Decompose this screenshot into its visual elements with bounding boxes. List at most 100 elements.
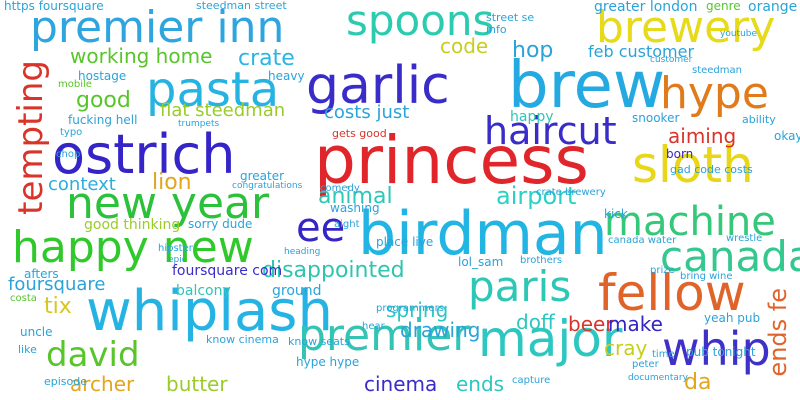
word-disappointed: disappointed <box>262 258 405 283</box>
word-doff: doff <box>516 310 555 334</box>
word-new-year: new year <box>66 178 270 229</box>
word-ends: ends <box>456 372 505 396</box>
word-hostage: hostage <box>78 69 127 83</box>
word-hipster: hipster <box>158 243 193 254</box>
word-haircut: haircut <box>484 109 617 153</box>
word-fellow: fellow <box>598 264 746 322</box>
word-wrestle: wrestle <box>726 233 763 244</box>
word-programmers: programmers <box>376 303 444 314</box>
word-ground: ground <box>272 283 322 299</box>
word-lion: lion <box>152 170 192 195</box>
word-steedman-street: steedman street <box>196 0 287 12</box>
word-whip: whip <box>662 322 771 376</box>
word-code: code <box>440 34 489 58</box>
word-documentary: documentary <box>628 373 688 383</box>
word-ends-fe: ends fe <box>764 288 792 377</box>
word-brew: brew <box>508 49 666 123</box>
word-machine: machine <box>604 199 776 245</box>
word-aiming: aiming <box>668 124 737 148</box>
word-spring: spring <box>386 298 449 322</box>
word-tix: tix <box>44 294 72 319</box>
word-pasta: pasta <box>146 62 280 118</box>
word-greater-london: greater london <box>594 0 698 15</box>
word-make: make <box>608 312 663 336</box>
word-aight: aight <box>334 219 360 230</box>
word-context: context <box>48 174 116 195</box>
word-garlic: garlic <box>306 56 450 116</box>
word-know-cinema: know cinema <box>206 333 279 346</box>
word-like: like <box>18 343 37 356</box>
word-capture: capture <box>512 375 551 386</box>
word-hype: hype <box>660 68 769 119</box>
word-born: born <box>666 147 694 161</box>
word-whiplash: whiplash <box>86 279 333 344</box>
word-bring-wine: bring wine <box>680 271 733 282</box>
word-trumpets: trumpets <box>178 119 220 129</box>
word-steedman: steedman <box>692 65 742 76</box>
word-animal: animal <box>318 184 393 209</box>
word-canada: canada <box>660 232 800 281</box>
word-congratulations: congratulations <box>232 181 303 191</box>
word-cinema: cinema <box>364 372 438 396</box>
word-epic: epic <box>168 255 187 265</box>
word-pub-tonight: pub tonight <box>686 345 756 359</box>
word-heading: heading <box>284 247 321 257</box>
word-butter: butter <box>166 372 228 396</box>
word-brothers: brothers <box>520 255 563 266</box>
word-sorry-dude: sorry dude <box>188 217 253 231</box>
word-hear: hear <box>362 321 385 332</box>
word-yeah-pub: yeah pub <box>704 311 761 325</box>
word-ostrich: ostrich <box>52 123 236 186</box>
word-balcony: balcony <box>176 283 231 299</box>
word-flat-steedman: flat steedman <box>160 100 286 121</box>
word-gets-good: gets good <box>332 127 387 140</box>
word-cray: cray <box>604 336 648 360</box>
word-good: good <box>76 88 131 113</box>
word-mobile: mobile <box>58 79 92 90</box>
word-foursquare-com: foursquare com <box>172 263 283 279</box>
word-ability: ability <box>742 113 776 126</box>
word-typo: typo <box>60 127 83 138</box>
word-lol-sam: lol_sam <box>458 255 504 269</box>
word-snooker: snooker <box>632 111 680 125</box>
word-gad-code-costs: gad code costs <box>670 163 753 176</box>
word-costs-just: costs just <box>324 102 410 123</box>
word-afters: afters <box>24 267 59 281</box>
word-youtube: youtube <box>720 29 758 39</box>
word-crate-brewery: crate brewery <box>536 187 606 198</box>
word-prize: prize <box>650 265 675 276</box>
word-canada-water: canada water <box>608 235 677 246</box>
word-place-live: place live <box>376 235 434 249</box>
word-okay: okay <box>774 129 800 143</box>
word-sloth: sloth <box>632 136 754 194</box>
word-crate: crate <box>238 46 295 71</box>
word-premier-inn: premier inn <box>30 2 285 53</box>
word-time: time <box>652 349 675 360</box>
word-premier: premier <box>298 310 471 361</box>
word-orange: orange <box>748 0 798 15</box>
word-tempting: tempting <box>11 60 51 215</box>
word-happy: happy <box>510 109 554 125</box>
word-https-foursquare: https foursquare <box>4 0 104 13</box>
word-know-seats: know seats <box>288 335 350 348</box>
word-happy-new: happy new <box>12 222 254 273</box>
word-airport: airport <box>496 182 577 210</box>
word-kick: kick <box>604 207 628 221</box>
word-greater: greater <box>240 169 285 183</box>
word-hop: hop <box>512 38 554 63</box>
word-customer: customer <box>650 55 693 65</box>
word-hype-hype: hype hype <box>296 355 360 369</box>
word-comedy: comedy <box>320 183 360 194</box>
word-episode: episode <box>44 375 88 388</box>
word-fucking-hell: fucking hell <box>68 113 138 127</box>
word-da: da <box>684 370 712 395</box>
word-heavy: heavy <box>268 69 305 83</box>
word-genre: genre <box>706 0 741 13</box>
word-major: major <box>478 310 623 368</box>
word-beer: beer <box>568 312 614 336</box>
word-washing: washing <box>330 201 380 215</box>
word-info: info <box>486 23 507 36</box>
word-working-home: working home <box>70 44 213 68</box>
word-spoons: spoons <box>346 0 495 45</box>
